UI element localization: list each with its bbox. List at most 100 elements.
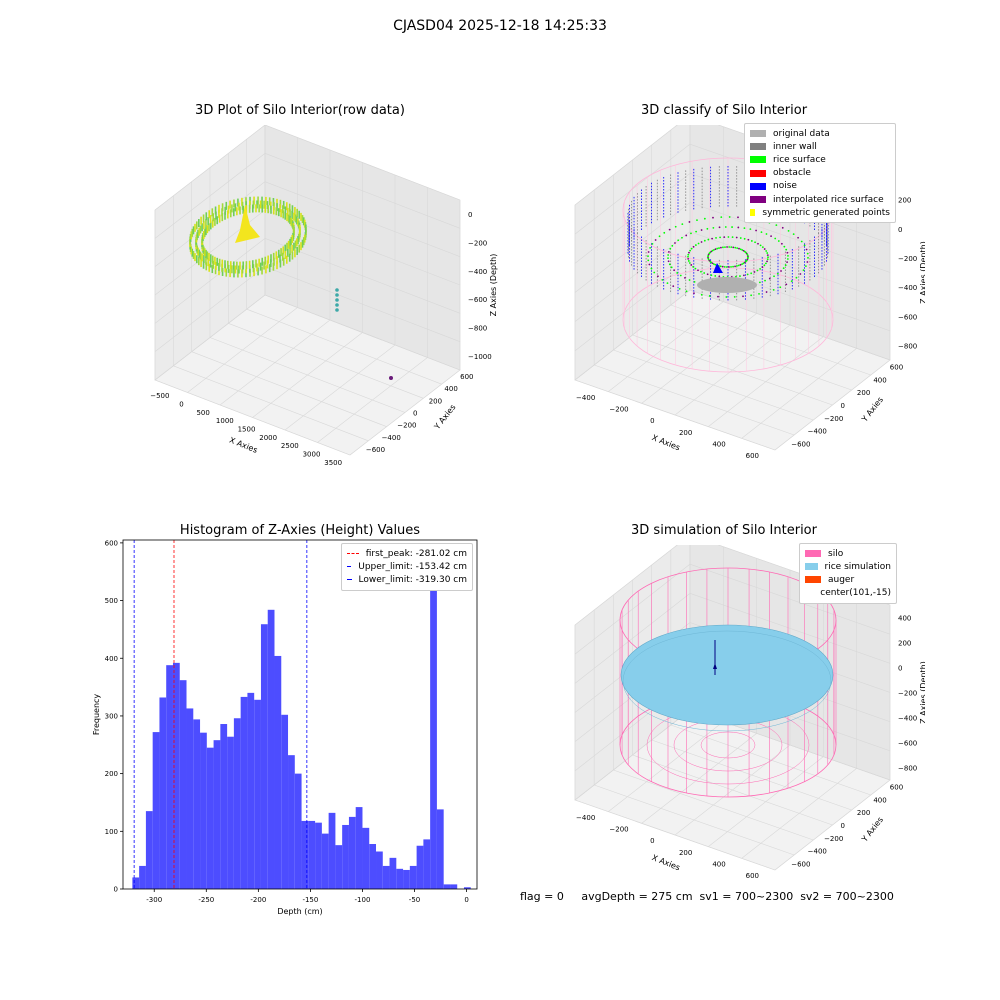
rice-surface-point <box>800 240 803 243</box>
rice-surface-point <box>690 247 693 250</box>
x-tick-label: -50 <box>409 896 420 904</box>
x-tick-label: 200 <box>679 849 692 857</box>
rice-surface-point <box>785 283 788 286</box>
rice-surface-point <box>688 279 691 281</box>
rice-surface-point <box>768 277 771 280</box>
rice-surface-point <box>710 274 713 277</box>
z-tick-label: −200 <box>468 240 487 248</box>
scan-point <box>389 376 393 380</box>
legend-label: noise <box>773 181 797 192</box>
grid-line <box>246 308 442 385</box>
rice-surface-point <box>712 263 715 265</box>
grid-line <box>689 563 891 635</box>
rice-surface-point <box>719 236 721 239</box>
rice-surface-point <box>694 267 697 270</box>
x-tick-label: 0 <box>650 417 654 425</box>
z-tick-label: −400 <box>468 268 487 276</box>
x-tick-label: 0 <box>179 401 183 409</box>
rice-surface-point <box>758 292 760 295</box>
rice-surface-point <box>727 236 730 238</box>
rice-surface-point <box>765 233 768 235</box>
z-tick-label: 200 <box>898 640 911 648</box>
histogram-bar <box>308 820 316 889</box>
z-tick-label: −800 <box>898 765 917 773</box>
rice-surface-point <box>670 266 673 269</box>
histogram-bar <box>335 845 343 889</box>
histogram-bar <box>348 816 356 889</box>
histogram-bar <box>416 845 424 889</box>
grid-line <box>670 724 871 796</box>
rice-surface-point <box>787 229 790 232</box>
legend-label: rice simulation <box>824 561 891 572</box>
y-axis-label: Frequency <box>92 694 101 736</box>
rice-surface-point <box>649 246 652 249</box>
rice-surface-point <box>690 232 692 235</box>
rice-surface-point <box>772 288 775 291</box>
rice-surface-point <box>654 239 657 241</box>
legend-label: inner wall <box>773 141 817 152</box>
plot-frame <box>122 539 478 890</box>
rice-surface-point <box>648 263 651 266</box>
x-axis-label: Depth (cm) <box>277 907 322 916</box>
rice-surface-point <box>750 294 753 297</box>
rice-surface-point <box>742 262 745 265</box>
legend-label: first_peak: -281.02 cm <box>365 548 467 559</box>
rice-surface-point <box>774 237 777 240</box>
y-tick-label: −600 <box>791 861 810 869</box>
legend-label: center(101,-15) <box>820 588 891 599</box>
rice-surface-point <box>737 226 740 229</box>
y-tick-label: 400 <box>873 796 886 804</box>
panel-4-3d-plot: −400−2000200400600−600−400−2000200400600… <box>574 545 925 880</box>
x-tick-label: 400 <box>712 441 725 449</box>
rice-surface-point <box>703 239 706 242</box>
rice-surface-point <box>731 226 733 228</box>
rice-surface-point <box>667 260 670 263</box>
histogram-bar <box>206 747 214 889</box>
scan-point <box>335 308 339 312</box>
y-tick-label: 200 <box>105 770 118 778</box>
rice-surface-point <box>718 275 721 278</box>
rice-surface-point <box>773 275 775 278</box>
rice-surface-point <box>763 264 766 267</box>
rice-surface-point <box>765 262 767 265</box>
rice-surface-point <box>688 262 691 264</box>
z-tick-label: −800 <box>468 325 487 333</box>
rice-surface-point <box>712 227 715 229</box>
rice-surface-point <box>777 240 780 242</box>
rice-surface-point <box>657 275 659 278</box>
rice-surface-point <box>761 246 764 249</box>
rice-surface-point <box>786 258 789 260</box>
histogram-bar <box>240 696 248 889</box>
panel-4-title: 3D simulation of Silo Interior <box>631 523 817 538</box>
legend-item: silo <box>805 547 891 560</box>
legend-line <box>347 553 359 555</box>
z-axis-label: Z Axies (Depth) <box>489 254 498 317</box>
rice-surface-point <box>700 293 703 296</box>
rice-surface-point <box>733 295 736 298</box>
legend-swatch <box>750 156 766 164</box>
legend-item: first_peak: -281.02 cm <box>347 547 467 560</box>
histogram-bar <box>436 809 444 889</box>
histogram-bar <box>227 736 234 889</box>
legend-swatch <box>750 169 766 177</box>
rice-surface-point <box>758 281 761 284</box>
rice-surface-point <box>725 266 728 268</box>
y-tick-label: −600 <box>791 441 810 449</box>
y-tick-label: −200 <box>824 835 843 843</box>
rice-surface-point <box>666 282 669 285</box>
axes-3d: −5000500100015002000250030003500−600−400… <box>150 125 498 467</box>
simulation <box>619 567 837 798</box>
x-tick-label: −500 <box>150 392 169 400</box>
rice-surface-point <box>720 216 723 219</box>
rice-surface-point <box>711 237 714 240</box>
histogram-bar <box>172 662 180 889</box>
x-tick-label: 400 <box>712 861 725 869</box>
x-tick-label: 3500 <box>324 459 342 467</box>
x-tick-label: 600 <box>746 452 759 460</box>
grid-line <box>774 779 891 871</box>
rice-surface-point <box>647 255 649 258</box>
status-line: flag = 0 avgDepth = 275 cm sv1 = 700~230… <box>520 890 894 903</box>
rice-surface-point <box>766 254 769 257</box>
rice-surface-point <box>717 295 719 298</box>
figure-title: CJASD04 2025-12-18 14:25:33 <box>393 18 607 34</box>
